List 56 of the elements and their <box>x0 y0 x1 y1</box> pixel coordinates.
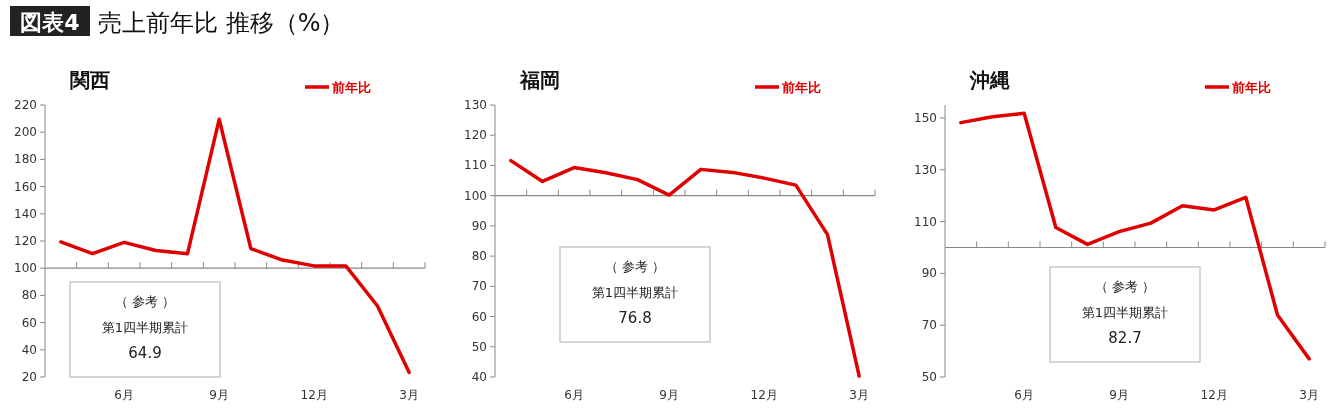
x-tick-label: 3月 <box>849 388 869 402</box>
y-tick-label: 60 <box>471 309 487 324</box>
x-tick-label: 6月 <box>564 388 584 402</box>
legend-label: 前年比 <box>1231 80 1271 95</box>
chart-title: 福岡 <box>519 68 560 92</box>
x-tick-label: 6月 <box>114 388 134 402</box>
x-tick-label: 3月 <box>399 388 419 402</box>
y-tick-label: 40 <box>471 370 487 384</box>
y-tick-label: 80 <box>471 249 487 264</box>
y-tick-label: 100 <box>14 261 37 276</box>
y-tick-label: 50 <box>471 339 487 354</box>
y-tick-label: 80 <box>21 288 37 303</box>
y-tick-label: 110 <box>464 158 487 173</box>
y-tick-label: 70 <box>921 318 937 333</box>
x-tick-label: 12月 <box>1200 388 1228 402</box>
x-tick-label: 9月 <box>1109 388 1129 402</box>
annotation: 第1四半期累計 <box>1081 305 1169 320</box>
x-tick-label: 12月 <box>750 388 778 402</box>
chart-title: 沖縄 <box>969 68 1010 92</box>
y-tick-label: 150 <box>914 110 937 125</box>
y-tick-label: 40 <box>21 342 37 357</box>
y-tick-label: 90 <box>921 266 937 281</box>
annotation: 82.7 <box>1108 329 1142 347</box>
y-tick-label: 200 <box>14 125 37 140</box>
y-tick-label: 50 <box>921 370 937 384</box>
y-tick-label: 130 <box>464 98 487 112</box>
x-tick-label: 6月 <box>1014 388 1034 402</box>
chart-title: 関西 <box>70 68 110 92</box>
y-tick-label: 120 <box>464 128 487 143</box>
y-tick-label: 90 <box>471 218 487 233</box>
annotation: （ 参考 ） <box>604 259 666 274</box>
annotation: 64.9 <box>128 344 162 362</box>
y-tick-label: 220 <box>14 98 37 112</box>
annotation: 第1四半期累計 <box>591 285 679 300</box>
y-tick-label: 140 <box>14 206 37 221</box>
y-tick-label: 20 <box>21 370 37 384</box>
y-tick-label: 180 <box>14 152 37 167</box>
legend-label: 前年比 <box>781 80 821 95</box>
x-tick-label: 9月 <box>209 388 229 402</box>
annotation: （ 参考 ） <box>114 294 176 309</box>
annotation: 76.8 <box>618 309 652 327</box>
text: 売上前年比 推移（%） <box>98 9 345 37</box>
annotation: （ 参考 ） <box>1094 279 1156 294</box>
y-tick-label: 130 <box>914 162 937 177</box>
x-tick-label: 12月 <box>300 388 328 402</box>
x-tick-label: 3月 <box>1299 388 1319 402</box>
y-tick-label: 60 <box>21 315 37 330</box>
y-tick-label: 100 <box>464 188 487 203</box>
y-tick-label: 120 <box>14 234 37 248</box>
y-tick-label: 160 <box>14 179 37 194</box>
annotation: 第1四半期累計 <box>101 320 189 335</box>
y-tick-label: 70 <box>471 279 487 294</box>
legend-label: 前年比 <box>331 80 371 95</box>
y-tick-label: 110 <box>914 214 937 229</box>
text: 図表4 <box>20 10 80 35</box>
x-tick-label: 9月 <box>659 388 679 402</box>
